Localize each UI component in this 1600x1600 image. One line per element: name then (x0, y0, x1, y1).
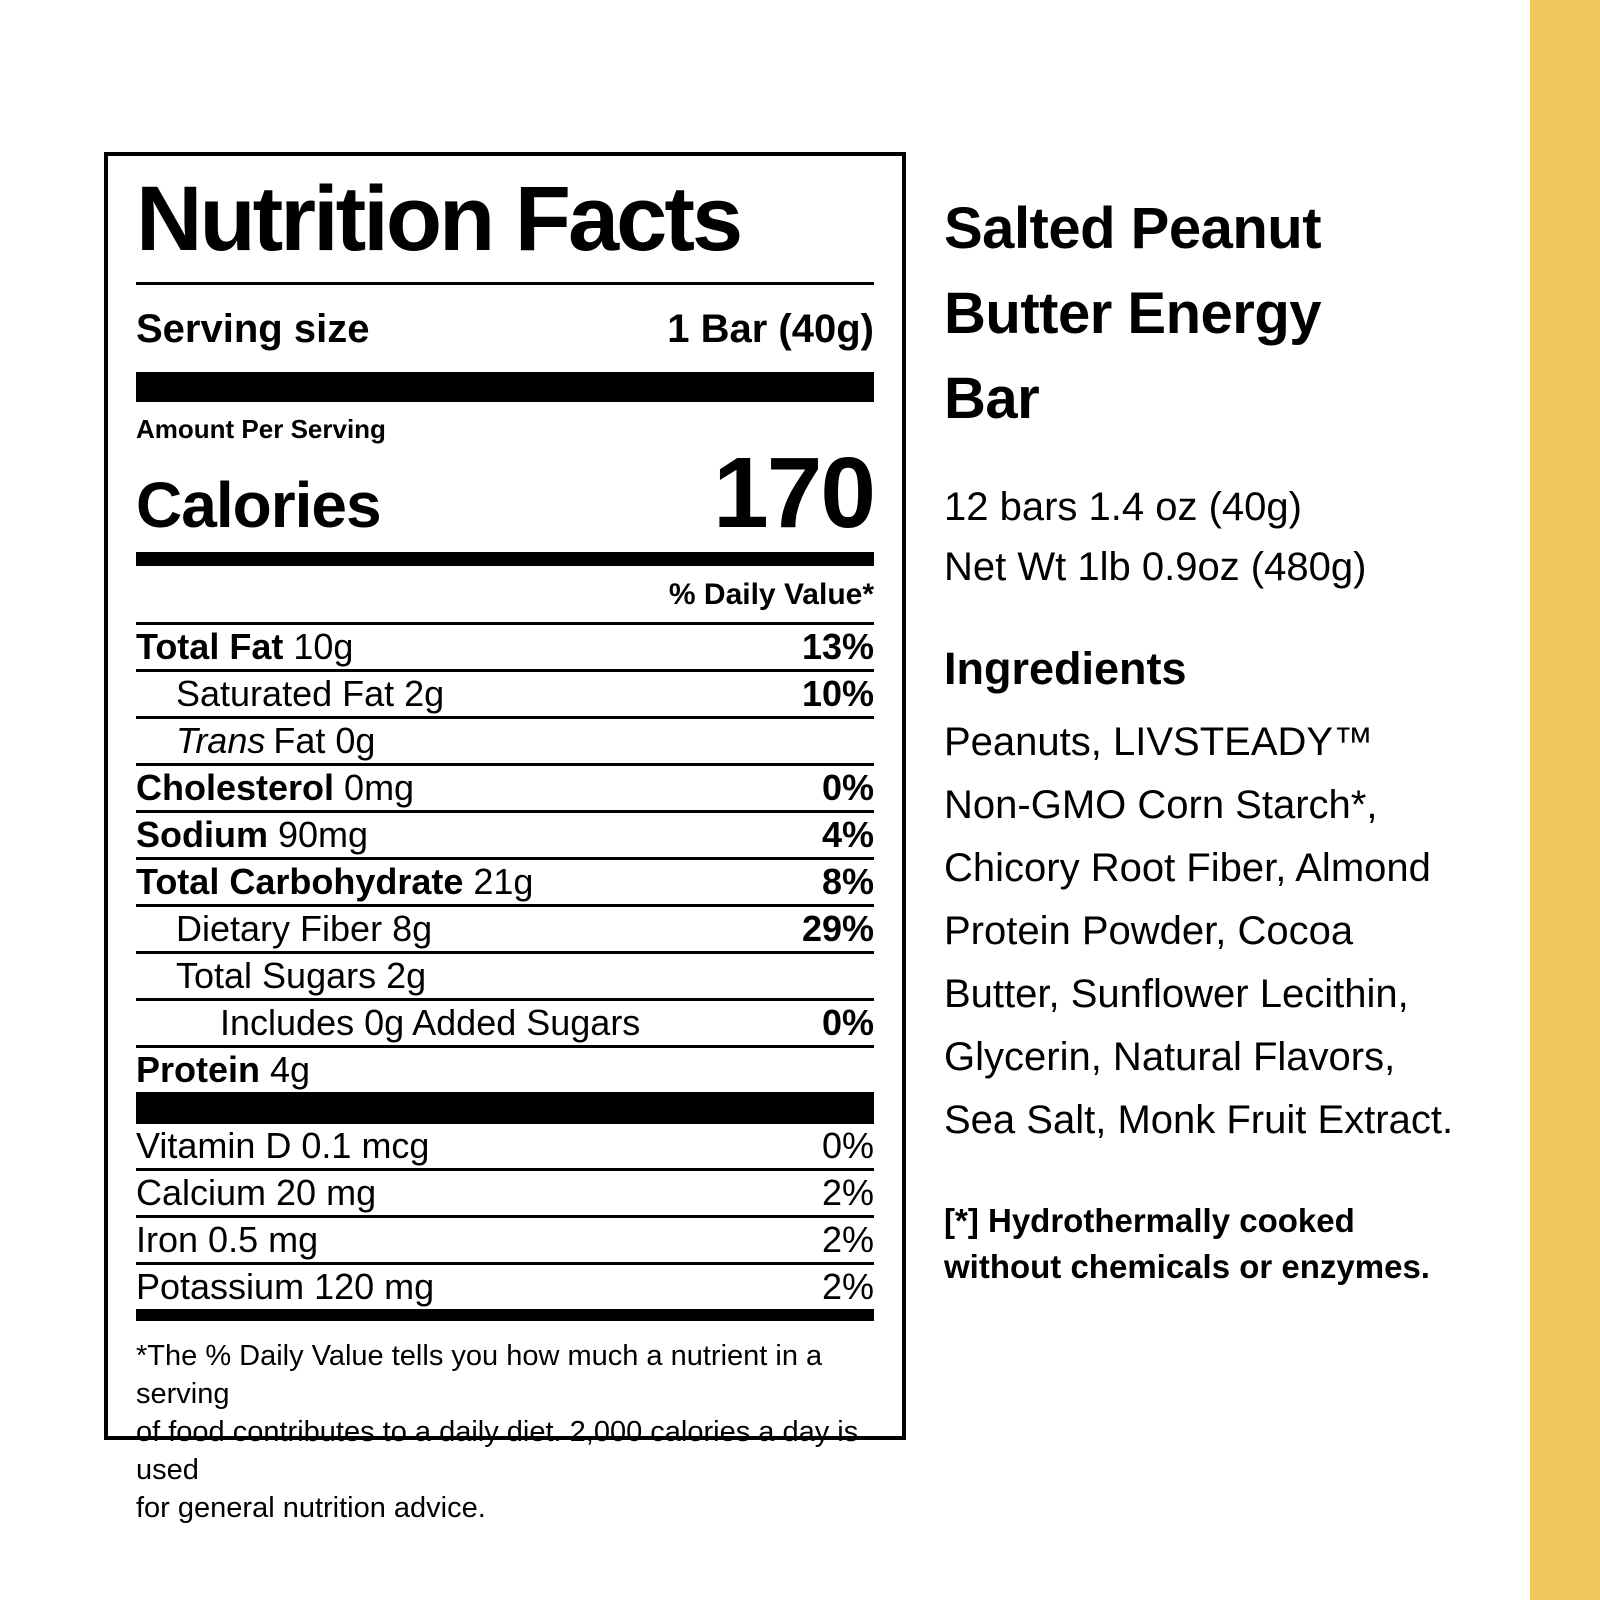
nutrient-daily-value: 29% (801, 907, 874, 949)
nutrition-facts-title: Nutrition Facts (136, 171, 874, 285)
nutrient-daily-value: 4% (821, 813, 874, 855)
micronutrient-rows: Vitamin D 0.1 mcg 0% Calcium 20 mg 2% Iron… (136, 1124, 874, 1309)
micronutrient-row: Vitamin D 0.1 mcg 0% (136, 1124, 874, 1168)
micronutrient-row: Potassium 120 mg 2% (136, 1261, 874, 1309)
nutrient-name: Dietary Fiber 8g (176, 907, 433, 949)
product-title-line: Butter Energy (944, 281, 1322, 346)
nutrient-daily-value: 8% (821, 860, 874, 902)
nutrient-rows: Total Fat 10g 13% Saturated Fat 2g 10% Tra… (136, 621, 874, 1092)
nutrient-name: Total Sugars 2g (176, 954, 427, 996)
amount-per-serving-label: Amount Per Serving (136, 413, 386, 444)
ingredients-line: Non-GMO Corn Starch*, (944, 783, 1378, 827)
nutrient-row: Includes 0g Added Sugars 0% (136, 997, 874, 1045)
ingredients-line: Protein Powder, Cocoa (944, 909, 1354, 953)
product-title-line: Bar (944, 366, 1040, 431)
hydrothermal-footnote-line: [*] Hydrothermally cooked (944, 1202, 1355, 1239)
ingredients-line: Chicory Root Fiber, Almond (944, 846, 1431, 890)
nutrient-daily-value: 13% (801, 625, 874, 667)
hydrothermal-footnote-line: without chemicals or enzymes. (944, 1248, 1430, 1285)
micronutrient-name: Calcium 20 mg (136, 1171, 377, 1213)
divider-thick-top (136, 371, 874, 402)
daily-value-footnote: *The % Daily Value tells you how much a … (136, 1337, 874, 1527)
nutrient-name: Total Carbohydrate 21g (136, 860, 534, 902)
nutrient-name: Trans Fat 0g (176, 719, 376, 761)
footnote-line: for general nutrition advice. (136, 1491, 486, 1524)
calories-label: Calories (136, 468, 382, 541)
ingredients-heading: Ingredients (944, 643, 1187, 694)
micronutrient-row: Calcium 20 mg 2% (136, 1167, 874, 1215)
micronutrient-daily-value: 2% (821, 1218, 874, 1260)
footnote-line: of food contributes to a daily diet. 2,0… (136, 1415, 859, 1486)
nutrient-row: Sodium 90mg 4% (136, 809, 874, 857)
nutrient-name: Total Fat 10g (136, 625, 354, 667)
nutrition-facts-panel: Nutrition Facts Serving size 1 Bar (40g)… (104, 152, 906, 1524)
daily-value-header: % Daily Value* (668, 577, 874, 611)
serving-size-row: Serving size 1 Bar (40g) (136, 285, 874, 372)
ingredients-text: Peanuts, LIVSTEADY™ Non-GMO Corn Starch*,… (944, 711, 1474, 1152)
serving-size-value: 1 Bar (40g) (667, 306, 874, 351)
micronutrient-row: Iron 0.5 mg 2% (136, 1214, 874, 1262)
micronutrient-name: Potassium 120 mg (136, 1265, 435, 1307)
pack-info-line: Net Wt 1lb 0.9oz (480g) (944, 545, 1367, 589)
nutrient-row: Trans Fat 0g (136, 715, 874, 763)
footnote-line: *The % Daily Value tells you how much a … (136, 1339, 823, 1410)
nutrient-row: Total Fat 10g 13% (136, 621, 874, 669)
nutrient-daily-value: 10% (801, 672, 874, 714)
nutrient-name: Includes 0g Added Sugars (220, 1001, 641, 1043)
product-title-line: Salted Peanut (944, 196, 1322, 261)
ingredients-line: Sea Salt, Monk Fruit Extract. (944, 1098, 1454, 1142)
micronutrient-name: Vitamin D 0.1 mcg (136, 1124, 430, 1166)
nutrient-daily-value: 0% (821, 766, 874, 808)
nutrient-row: Total Sugars 2g (136, 950, 874, 998)
divider-footnote (136, 1308, 874, 1321)
accent-bar (1530, 0, 1600, 1600)
ingredients-line: Peanuts, LIVSTEADY™ (944, 720, 1374, 764)
nutrient-row: Saturated Fat 2g 10% (136, 668, 874, 716)
nutrient-row: Dietary Fiber 8g 29% (136, 903, 874, 951)
nutrient-name: Protein 4g (136, 1048, 311, 1090)
nutrient-name: Cholesterol 0mg (136, 766, 415, 808)
micronutrient-daily-value: 2% (821, 1265, 874, 1307)
micronutrient-daily-value: 2% (821, 1171, 874, 1213)
calories-value: 170 (713, 436, 876, 549)
calories-row: Calories 170 (136, 436, 876, 549)
nutrient-row: Total Carbohydrate 21g 8% (136, 856, 874, 904)
pack-info: 12 bars 1.4 oz (40g) Net Wt 1lb 0.9oz (48… (944, 477, 1474, 597)
nutrient-daily-value: 0% (821, 1001, 874, 1043)
micronutrient-name: Iron 0.5 mg (136, 1218, 319, 1260)
product-info-panel: Salted Peanut Butter Energy Bar 12 bars 1.… (944, 186, 1474, 1290)
divider-medium (136, 551, 874, 566)
nutrient-row: Cholesterol 0mg 0% (136, 762, 874, 810)
ingredients-line: Butter, Sunflower Lecithin, (944, 972, 1409, 1016)
divider-thick-bottom (136, 1091, 874, 1124)
hydrothermal-footnote: [*] Hydrothermally cooked without chemica… (944, 1198, 1474, 1290)
nutrient-name: Saturated Fat 2g (176, 672, 445, 714)
nutrient-name: Sodium 90mg (136, 813, 369, 855)
serving-size-label: Serving size (136, 306, 370, 351)
pack-info-line: 12 bars 1.4 oz (40g) (944, 485, 1302, 529)
nutrient-row: Protein 4g (136, 1044, 874, 1092)
ingredients-line: Glycerin, Natural Flavors, (944, 1035, 1396, 1079)
micronutrient-daily-value: 0% (821, 1124, 874, 1166)
product-title: Salted Peanut Butter Energy Bar (944, 186, 1474, 441)
